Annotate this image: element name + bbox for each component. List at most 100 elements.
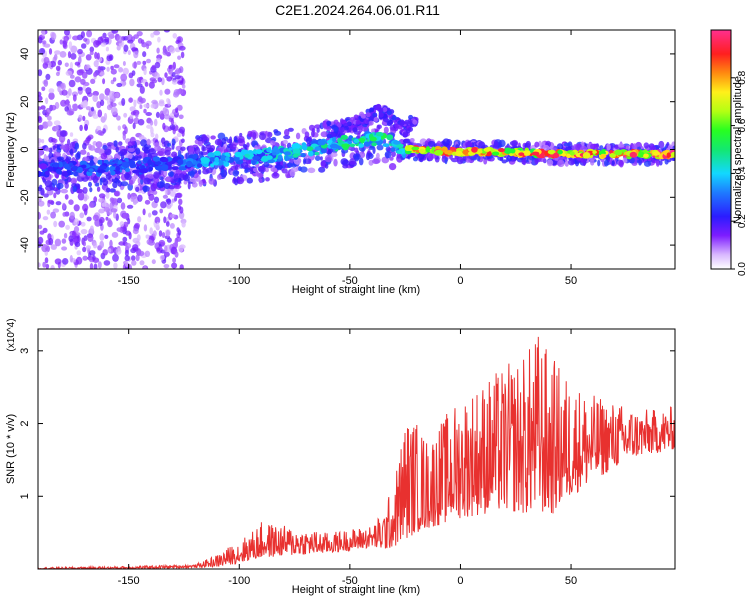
noise-blob (176, 88, 184, 95)
noise-blob (158, 230, 163, 237)
band-blob (534, 141, 540, 148)
band-blob (143, 177, 151, 185)
branch-blob (391, 115, 397, 121)
ridge-blob (582, 152, 591, 159)
noise-blob (41, 139, 45, 144)
ridge-blob (375, 131, 384, 137)
ridge-blob (107, 161, 116, 165)
noise-blob (131, 260, 137, 266)
x-tick-label: -100 (228, 275, 250, 287)
noise-blob (113, 64, 120, 69)
noise-blob (74, 61, 81, 66)
band-blob (168, 185, 176, 190)
noise-blob (148, 212, 152, 218)
noise-blob (115, 248, 122, 255)
noise-blob (50, 104, 57, 111)
noise-blob (107, 31, 115, 37)
band-blob (252, 132, 257, 140)
branch-blob (404, 119, 410, 125)
band-blob (611, 160, 615, 166)
noise-blob (62, 202, 66, 210)
noise-blob (136, 60, 142, 65)
branch-blob (355, 119, 361, 125)
band-blob (196, 137, 204, 142)
band-blob (181, 138, 185, 144)
noise-blob (107, 248, 112, 253)
y-tick-label: -40 (19, 237, 31, 253)
band-blob (173, 173, 179, 182)
noise-blob (43, 43, 51, 48)
band-blob (509, 140, 518, 146)
noise-blob (85, 245, 92, 250)
band-blob (442, 138, 451, 147)
band-blob (135, 186, 140, 192)
noise-blob (178, 126, 185, 134)
noise-blob (38, 236, 44, 244)
noise-blob (102, 128, 106, 134)
y-tick-label: 1 (19, 493, 31, 499)
noise-blob (55, 65, 61, 72)
ridge-blob (200, 157, 210, 164)
band-blob (247, 130, 253, 138)
noise-blob (150, 103, 156, 109)
band-blob (534, 156, 539, 165)
ridge-blob (404, 145, 411, 152)
noise-blob (124, 126, 128, 135)
noise-blob (168, 64, 173, 70)
noise-blob (92, 214, 99, 221)
noise-blob (137, 250, 145, 257)
ridge-blob (115, 165, 120, 172)
noise-blob (162, 49, 169, 56)
noise-blob (143, 224, 148, 232)
ridge-blob (341, 143, 350, 149)
noise-blob (163, 251, 170, 257)
branch-blob (333, 126, 339, 132)
band-blob (128, 179, 134, 186)
band-blob (324, 154, 332, 163)
ridge-blob (357, 138, 366, 142)
noise-blob (149, 227, 153, 235)
band-blob (286, 162, 293, 168)
ridge-blob (301, 144, 308, 151)
noise-blob (139, 260, 145, 266)
noise-blob (131, 47, 138, 52)
band-blob (582, 158, 587, 167)
noise-blob (104, 234, 109, 239)
noise-blob (136, 83, 143, 88)
band-blob (465, 141, 473, 147)
band-blob (604, 159, 609, 167)
noise-blob (164, 72, 168, 78)
colorbar-tick-label: 0.8 (737, 70, 748, 84)
noise-blob (51, 32, 57, 41)
band-blob (664, 158, 669, 165)
noise-blob (113, 191, 120, 197)
noise-blob (169, 124, 176, 131)
noise-blob (111, 107, 118, 115)
noise-blob (68, 88, 72, 96)
noise-blob (142, 60, 147, 65)
noise-blob (38, 48, 46, 55)
noise-blob (97, 109, 103, 118)
noise-blob (169, 46, 176, 54)
ridge-blob (47, 166, 54, 172)
band-blob (275, 164, 283, 171)
noise-blob (132, 228, 139, 235)
branch-blob (326, 133, 332, 139)
ridge-blob (132, 169, 141, 174)
noise-blob (53, 120, 61, 126)
noise-blob (137, 216, 142, 223)
noise-blob (46, 120, 53, 127)
chart-title: C2E1.2024.264.06.01.R11 (275, 2, 440, 18)
band-blob (118, 141, 123, 147)
noise-blob (178, 211, 185, 220)
noise-blob (70, 45, 78, 54)
band-blob (340, 158, 349, 166)
band-blob (135, 147, 141, 155)
band-blob (465, 158, 471, 163)
band-blob (271, 172, 280, 179)
ridge-blob (171, 166, 179, 171)
colorbar-tick-label: 0.4 (737, 166, 748, 180)
band-blob (106, 187, 111, 193)
x-tick-label: -100 (228, 575, 250, 587)
band-blob (100, 153, 108, 160)
